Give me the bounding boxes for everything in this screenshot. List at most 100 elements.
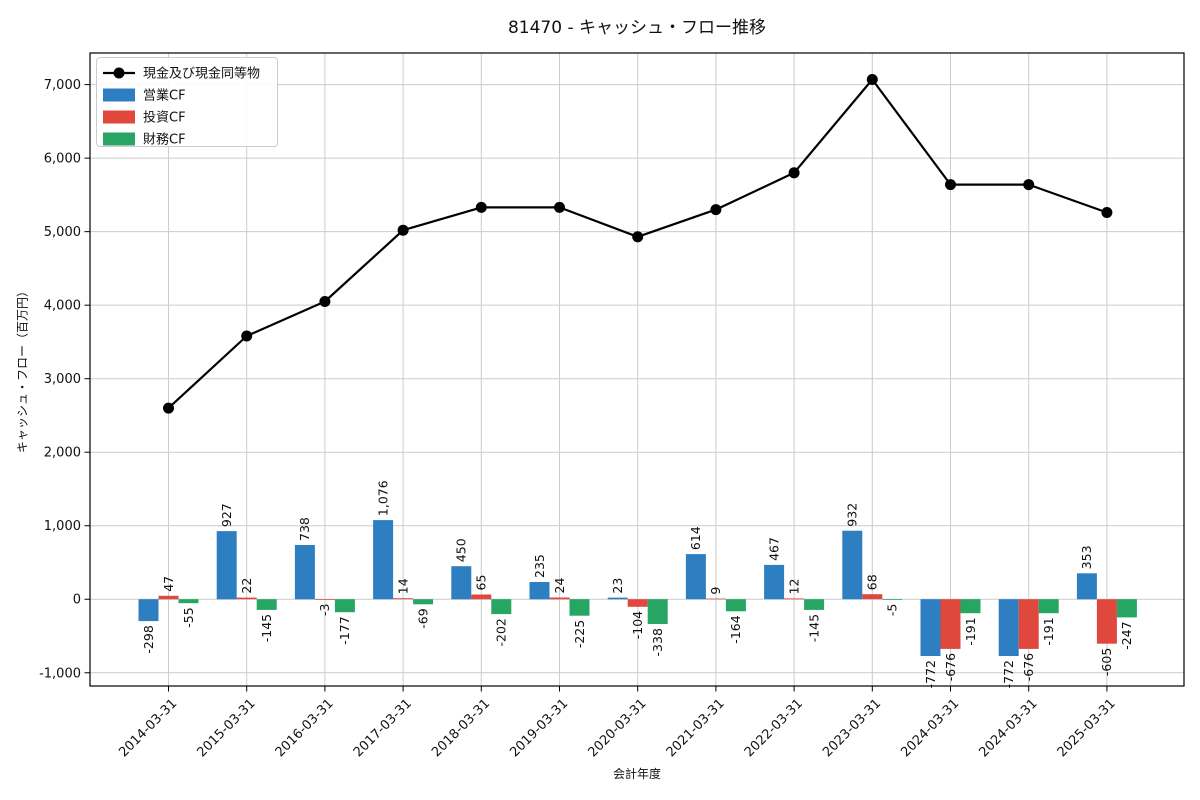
legend-item: 投資CF — [103, 110, 186, 126]
bar-投資CF — [1018, 599, 1039, 649]
bar-営業CF — [764, 564, 785, 600]
bar-投資CF — [784, 598, 805, 600]
bar-value-label: 68 — [865, 574, 880, 590]
x-tick-label: 2021-03-31 — [664, 696, 728, 760]
bar-投資CF — [940, 599, 961, 649]
bar-財務CF — [804, 599, 825, 610]
bar-value-label: -55 — [181, 607, 196, 627]
bar-value-label: -177 — [337, 616, 352, 644]
legend-item: 現金及び現金同等物 — [103, 66, 260, 82]
bar-value-label: -191 — [963, 617, 978, 645]
bar-value-label: -69 — [415, 608, 430, 628]
bar-value-label: -164 — [728, 615, 743, 643]
bar-投資CF — [158, 595, 179, 600]
bar-営業CF — [216, 531, 237, 600]
bar-投資CF — [549, 597, 570, 600]
legend-swatch-icon — [103, 132, 135, 146]
y-tick-label: 7,000 — [44, 78, 81, 93]
bar-営業CF — [373, 520, 394, 600]
bar-value-label: -772 — [923, 660, 938, 688]
cash-line-marker — [163, 402, 174, 414]
y-tick-label: 5,000 — [44, 225, 81, 240]
bar-営業CF — [294, 545, 315, 600]
bar-value-label: -145 — [259, 614, 274, 642]
legend-item-label: 投資CF — [143, 110, 186, 126]
bar-財務CF — [725, 599, 746, 612]
cash-line-marker — [632, 231, 644, 243]
cash-line-marker — [788, 167, 800, 179]
bar-value-label: -191 — [1041, 617, 1056, 645]
bar-営業CF — [607, 597, 628, 600]
chart-title: 81470 - キャッシュ・フロー推移 — [507, 18, 767, 38]
cash-line-marker — [1101, 207, 1113, 218]
bar-財務CF — [178, 599, 199, 604]
bar-営業CF — [685, 554, 706, 600]
bar-財務CF — [647, 599, 668, 624]
bar-投資CF — [1096, 599, 1117, 644]
bar-value-label: -202 — [494, 618, 509, 646]
bar-value-label: -145 — [806, 614, 821, 642]
x-tick-label: 2020-03-31 — [585, 696, 649, 760]
bar-財務CF — [256, 599, 277, 610]
bar-投資CF — [393, 598, 414, 600]
bar-財務CF — [334, 599, 355, 613]
y-tick-label: 1,000 — [44, 519, 81, 534]
x-tick-label: 2025-03-31 — [1055, 696, 1119, 760]
bar-財務CF — [960, 599, 981, 614]
x-tick-label: 2017-03-31 — [351, 696, 415, 760]
bar-投資CF — [627, 599, 648, 607]
legend-item: 営業CF — [103, 88, 186, 104]
bar-value-label: -605 — [1099, 648, 1114, 676]
x-tick-label: 2022-03-31 — [742, 696, 806, 760]
x-tick-label: 2024-03-31 — [898, 696, 962, 760]
x-axis-label: 会計年度 — [612, 767, 661, 781]
bar-value-label: -676 — [943, 653, 958, 681]
bar-投資CF — [705, 598, 726, 600]
x-tick-label: 2015-03-31 — [194, 696, 258, 760]
cash-line-marker — [241, 330, 253, 342]
bar-value-label: -104 — [630, 611, 645, 639]
bar-value-label: 9 — [708, 587, 723, 595]
x-tick-label: 2023-03-31 — [820, 696, 884, 760]
cash-line-marker — [945, 179, 956, 191]
bar-value-label: -772 — [1001, 660, 1016, 688]
y-tick-label: 6,000 — [44, 152, 81, 167]
bar-value-label: 927 — [219, 503, 234, 527]
legend-swatch-icon — [103, 88, 135, 102]
cash-line-marker — [1023, 179, 1035, 191]
bar-value-label: 24 — [552, 578, 567, 594]
bar-value-label: 932 — [845, 503, 860, 527]
bar-営業CF — [842, 530, 863, 600]
bar-value-label: 22 — [239, 578, 254, 594]
bar-value-label: 65 — [474, 575, 489, 591]
bar-value-label: -298 — [141, 625, 156, 653]
bar-投資CF — [471, 594, 492, 600]
bar-value-label: -676 — [1021, 653, 1036, 681]
cash-line-marker — [475, 201, 487, 213]
cash-line-marker — [710, 204, 722, 216]
x-tick-label: 2016-03-31 — [273, 696, 337, 760]
bar-value-label: 450 — [454, 538, 469, 562]
bar-value-label: 12 — [786, 578, 801, 594]
bar-value-label: 353 — [1079, 545, 1094, 569]
legend-box — [96, 57, 278, 147]
bar-value-label: -3 — [317, 604, 332, 616]
cash-line-marker — [866, 74, 878, 85]
bar-value-label: 47 — [161, 576, 176, 592]
bar-財務CF — [1116, 599, 1137, 618]
y-tick-label: 3,000 — [44, 372, 81, 387]
bar-value-label: -338 — [650, 628, 665, 656]
bar-value-label: 14 — [395, 578, 410, 594]
bar-営業CF — [920, 599, 941, 656]
y-tick-label: 4,000 — [44, 299, 81, 314]
bar-投資CF — [862, 594, 883, 600]
y-tick-label: -1,000 — [39, 666, 81, 681]
bar-value-label: 23 — [610, 578, 625, 594]
plot-area-border — [89, 52, 1185, 687]
bar-投資CF — [314, 599, 335, 600]
bar-財務CF — [569, 599, 590, 616]
bar-財務CF — [1038, 599, 1059, 614]
